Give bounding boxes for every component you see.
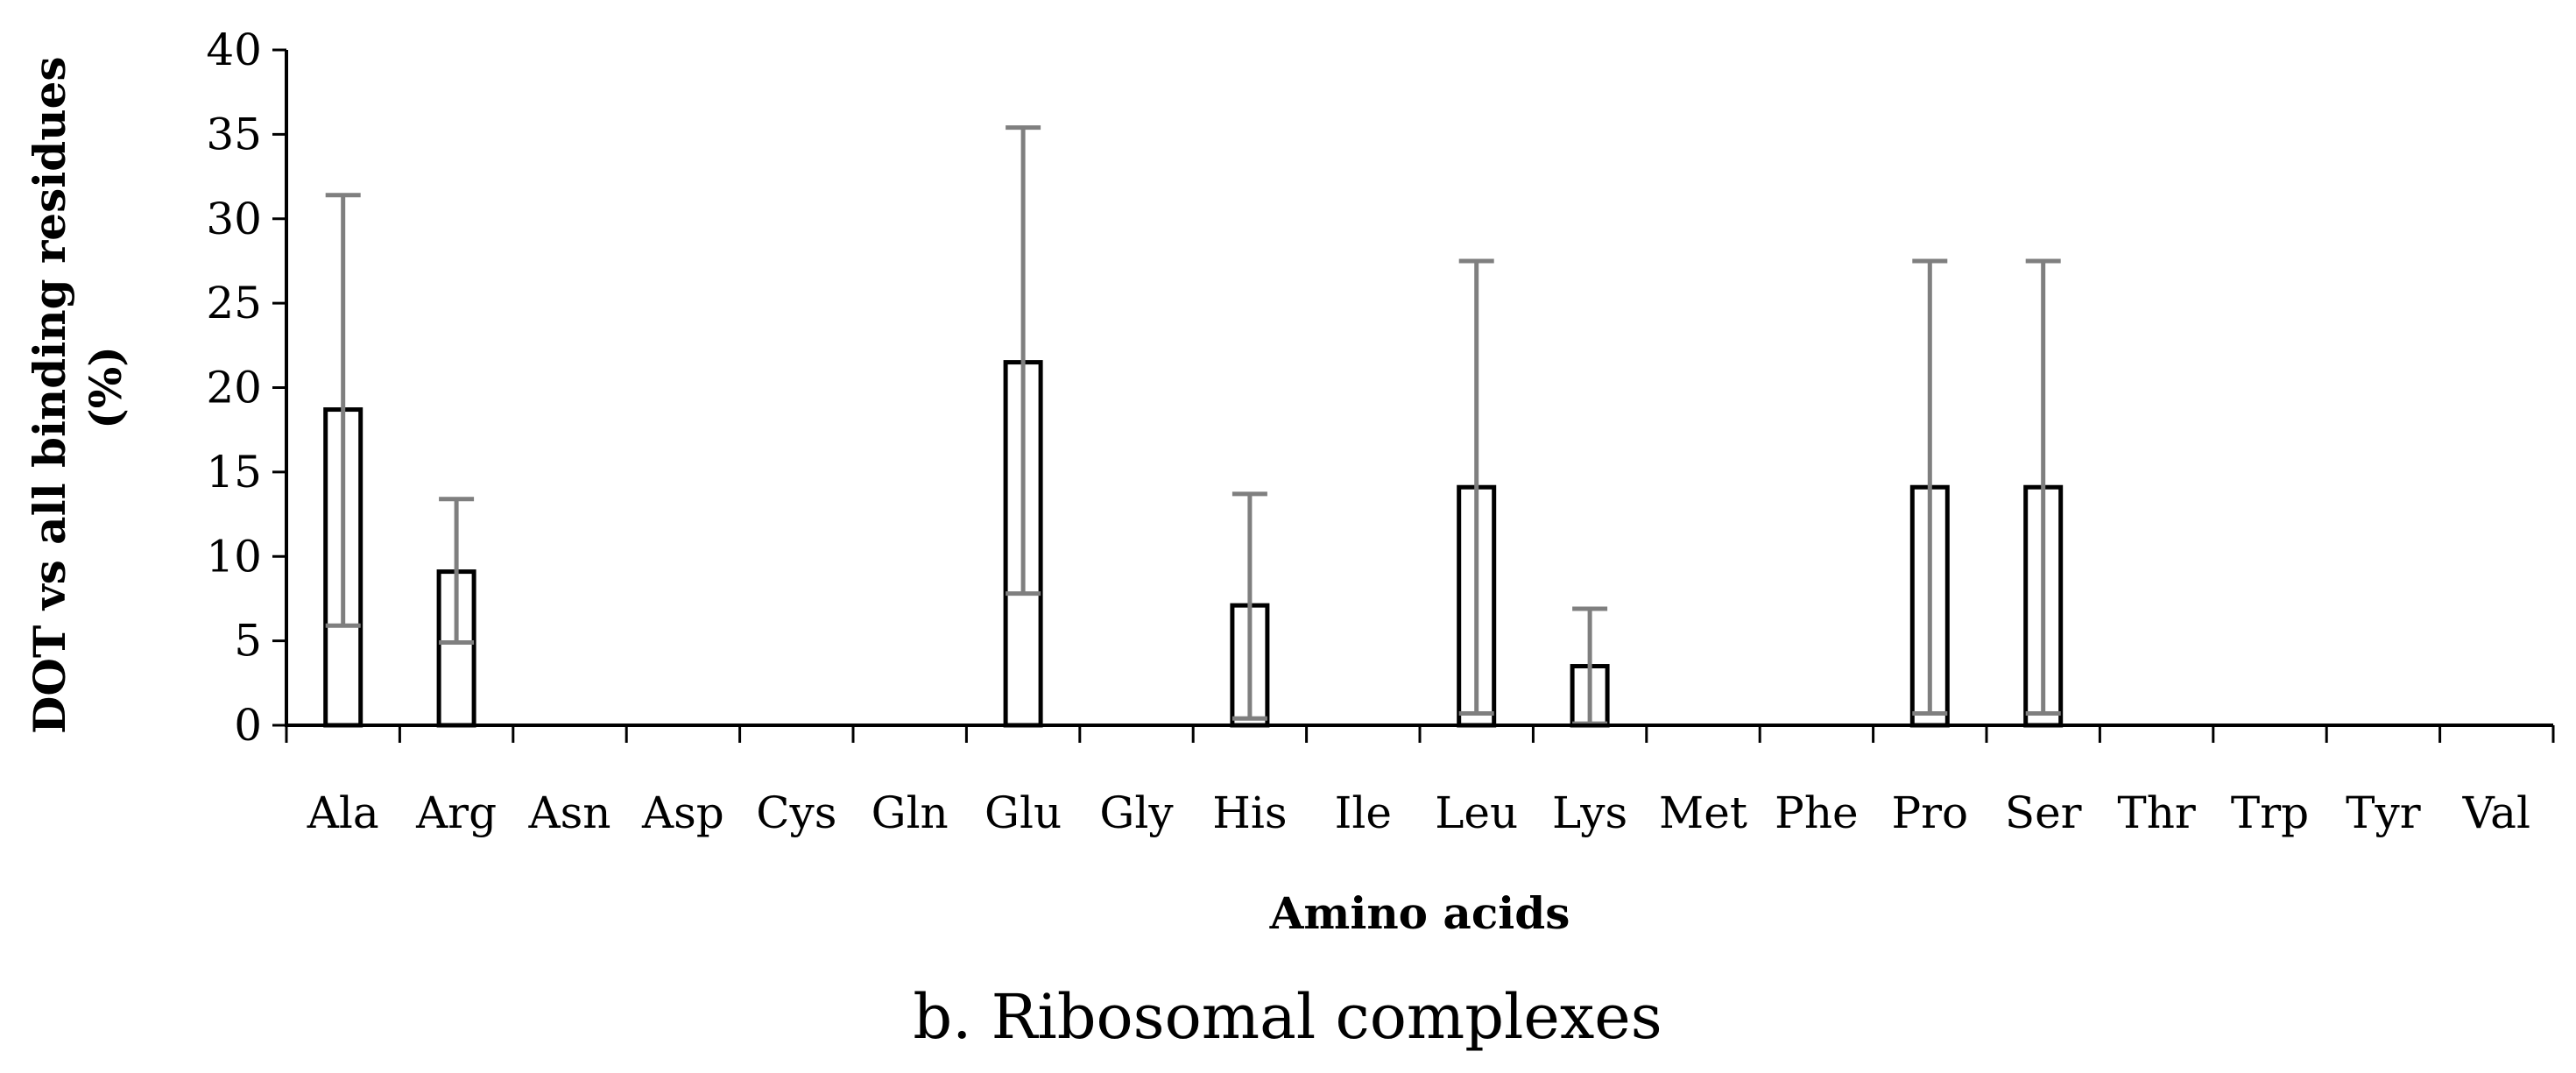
x-tick-label-phe: Phe [1775, 787, 1858, 838]
x-tick-label-gln: Gln [872, 787, 949, 838]
x-tick-label-lys: Lys [1552, 787, 1627, 838]
figure-caption: b. Ribosomal complexes [913, 981, 1662, 1053]
y-axis-title-line-2: (%) [80, 346, 131, 429]
x-tick-label-thr: Thr [2117, 787, 2196, 838]
bars [323, 360, 2064, 728]
y-axis-title-line-1: DOT vs all binding residues [24, 56, 75, 734]
x-tick-label-arg: Arg [415, 787, 497, 838]
x-tick-label-ala: Ala [307, 787, 379, 838]
error-bar-ala [325, 193, 361, 628]
x-tick-label-trp: Trp [2231, 787, 2309, 838]
y-tick-label: 40 [206, 25, 262, 75]
x-tick-label-ser: Ser [2005, 787, 2082, 838]
x-tick-label-his: His [1212, 787, 1287, 838]
x-tick-label-gly: Gly [1099, 787, 1174, 838]
x-tick-label-tyr: Tyr [2346, 787, 2421, 838]
error-bar-arg [439, 497, 475, 646]
y-tick-label: 10 [206, 531, 262, 582]
x-tick-label-val: Val [2462, 787, 2530, 838]
y-tick-label: 30 [206, 194, 262, 244]
error-bar-glu [1006, 125, 1041, 597]
x-tick-label-cys: Cys [756, 787, 836, 838]
x-tick-label-asp: Asp [641, 787, 724, 838]
x-tick-label-pro: Pro [1891, 787, 1968, 838]
x-tick-label-met: Met [1659, 787, 1747, 838]
axes [285, 50, 2555, 743]
y-axis-ticks: 0 5 10 15 20 25 30 35 40 [206, 25, 286, 751]
x-tick-label-glu: Glu [985, 787, 1062, 838]
x-tick-label-ile: Ile [1335, 787, 1392, 838]
x-axis-title: Amino acids [1269, 887, 1570, 939]
error-bars [325, 125, 2061, 726]
error-bar-leu [1458, 258, 1494, 717]
error-bar-his [1232, 491, 1267, 721]
y-tick-label: 0 [234, 700, 262, 751]
y-axis-title: DOT vs all binding residues (%) [24, 41, 131, 734]
y-tick-label: 15 [206, 447, 262, 498]
x-axis-labels: Ala Arg Asn Asp Cys Gln Glu Gly His Ile Leu Lys Met P… [307, 787, 2530, 838]
y-tick-label: 5 [234, 616, 262, 667]
y-tick-label: 35 [206, 109, 262, 159]
x-tick-label-leu: Leu [1435, 787, 1518, 838]
x-tick-label-asn: Asn [528, 787, 611, 838]
error-bar-ser [2025, 258, 2061, 717]
y-tick-label: 20 [206, 363, 262, 413]
error-bar-pro [1912, 258, 1948, 717]
y-tick-label: 25 [206, 278, 262, 328]
